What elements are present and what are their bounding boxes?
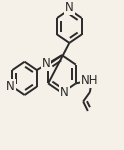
Text: N: N bbox=[42, 57, 50, 70]
Text: NH: NH bbox=[81, 75, 98, 87]
Text: N: N bbox=[6, 80, 15, 93]
Text: N: N bbox=[60, 86, 69, 99]
Text: N: N bbox=[65, 1, 74, 14]
